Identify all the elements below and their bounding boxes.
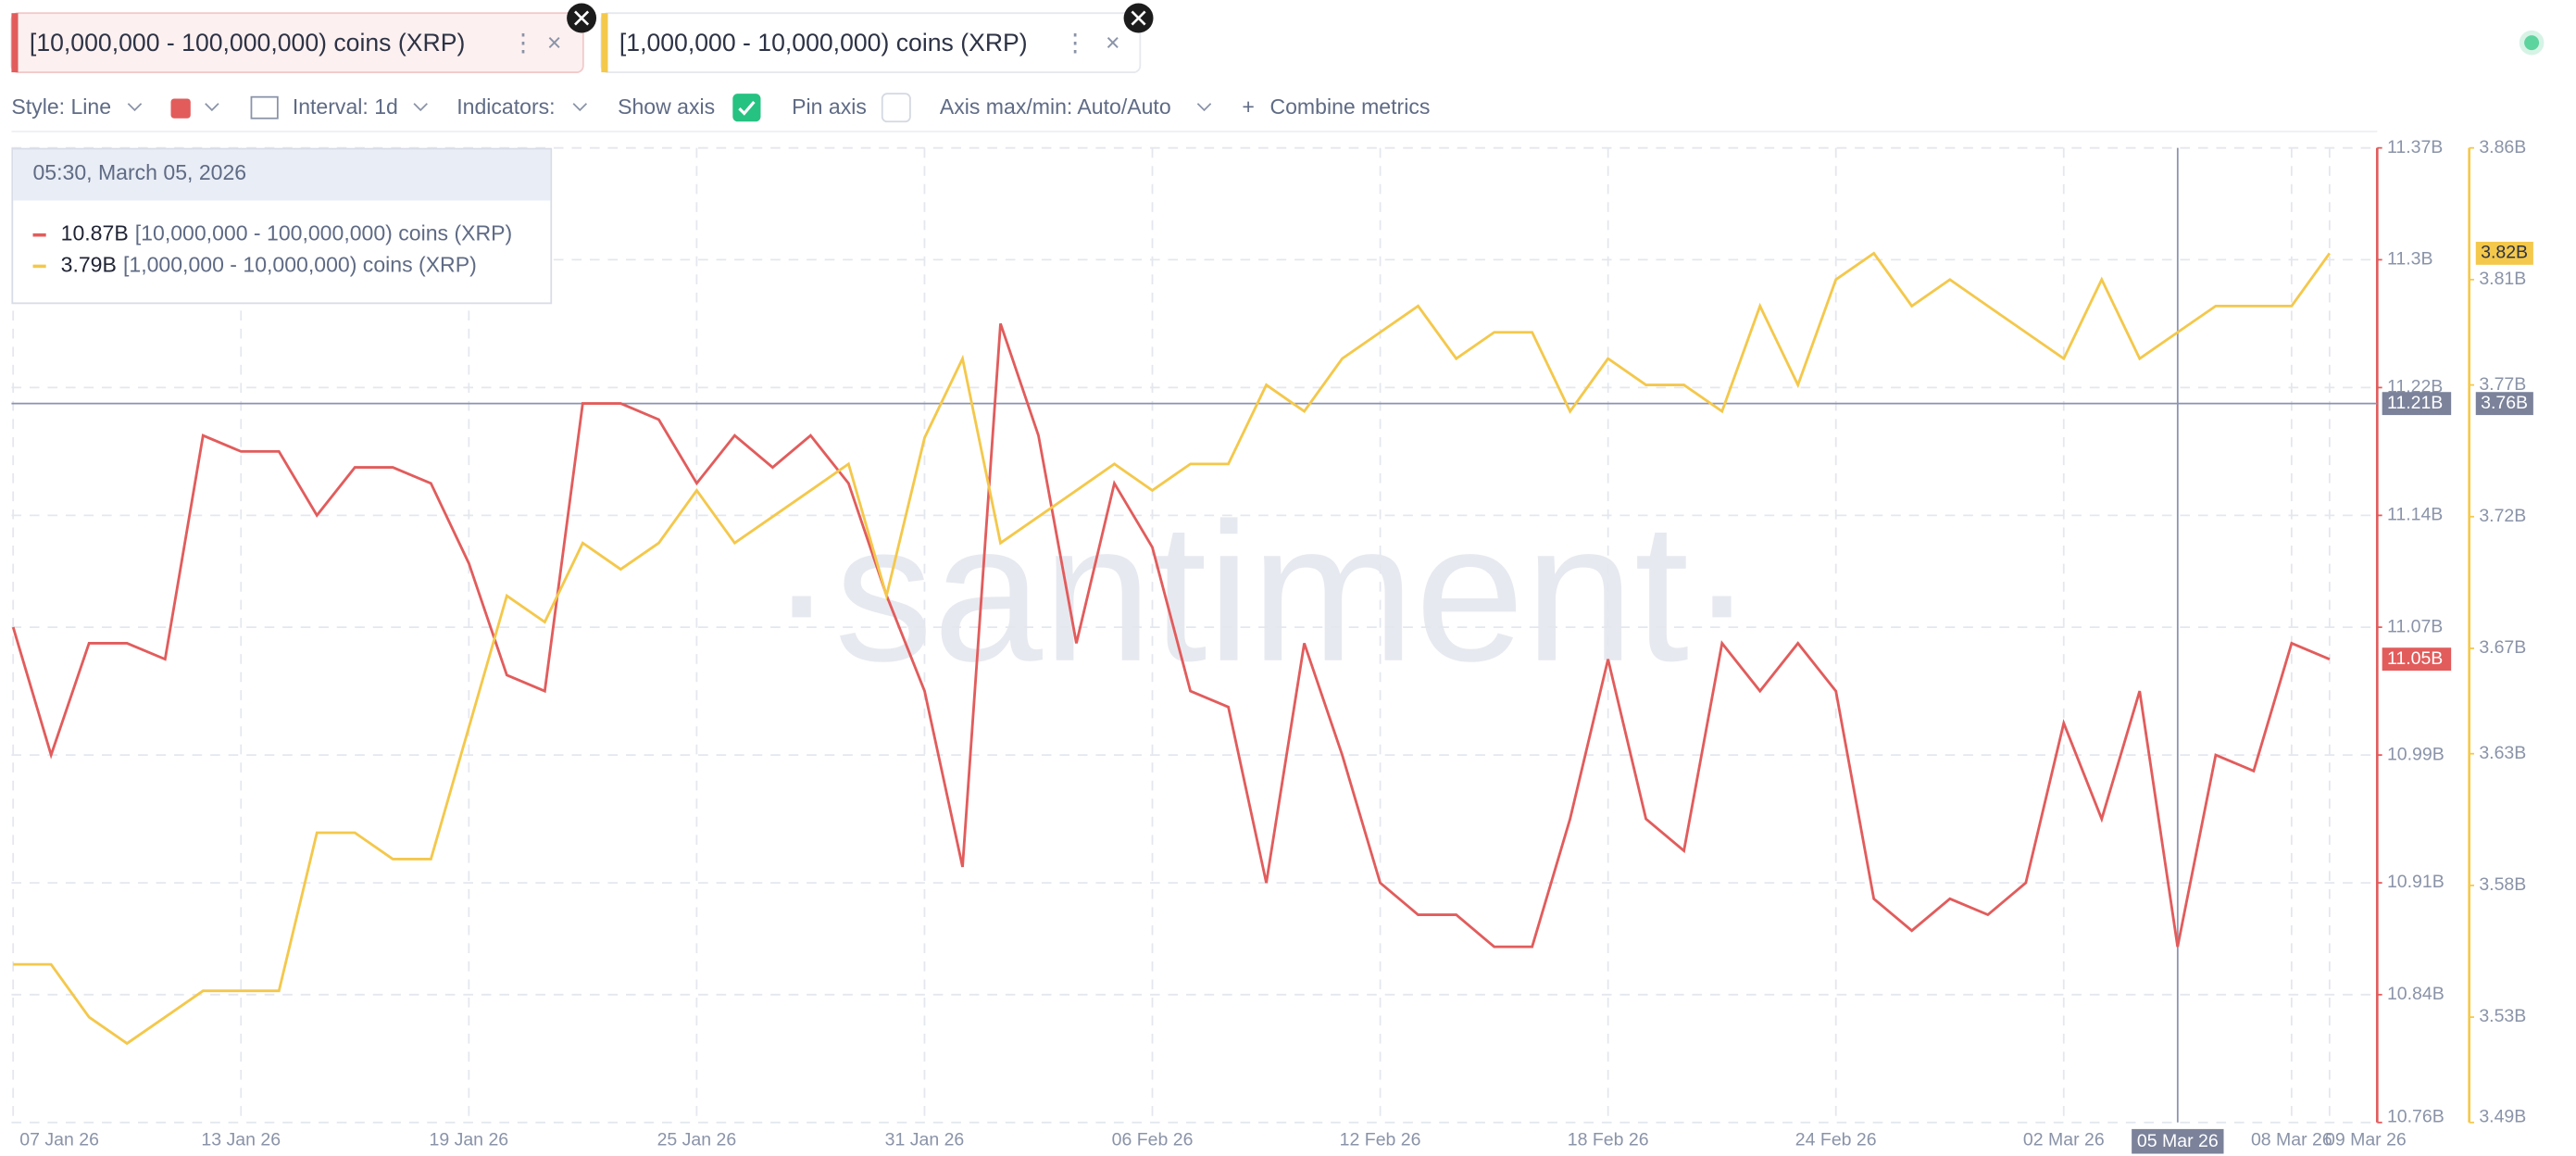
crosshair-x-label: 05 Mar 26: [2137, 1131, 2219, 1151]
crosshair-badge: [2132, 1128, 2224, 1154]
y-tick-label: 11.07B: [2387, 616, 2443, 636]
tooltip-series-name: [10,000,000 - 100,000,000) coins (XRP): [135, 221, 512, 245]
y2-tick-label: 3.53B: [2479, 1006, 2526, 1026]
show-axis-toggle[interactable]: Show axis: [618, 94, 715, 119]
x-tick-label: 02 Mar 26: [2023, 1129, 2105, 1150]
tooltip-value: 10.87B: [61, 221, 129, 245]
pin-axis-toggle[interactable]: Pin axis: [792, 94, 867, 119]
x-tick-label: 12 Feb 26: [1340, 1129, 1421, 1150]
y2-tick-label: 3.77B: [2479, 374, 2526, 395]
last-value-badge: [2475, 242, 2533, 265]
crosshair-y-label: 11.21B: [2387, 393, 2443, 413]
x-tick-label: 19 Jan 26: [429, 1129, 508, 1150]
svg-text:⋮: ⋮: [1063, 29, 1088, 57]
series-line: [11, 322, 2331, 949]
y2-tick-label: 3.58B: [2479, 874, 2526, 895]
combine-metrics-button[interactable]: Combine metrics: [1269, 94, 1430, 119]
y-tick-label: 10.76B: [2387, 1107, 2445, 1127]
x-tick-label: 25 Jan 26: [657, 1129, 737, 1150]
y-tick-label: 10.91B: [2387, 872, 2445, 892]
svg-text:⋮: ⋮: [511, 29, 536, 57]
tooltip-title: 05:30, March 05, 2026: [32, 160, 246, 184]
toolbar: Style: Line Interval: 1d Indicators: Sho…: [11, 93, 1430, 123]
metric-chip[interactable]: [1,000,000 - 10,000,000) coins (XRP) ⋮ ×: [600, 3, 1154, 73]
x-tick-label: 31 Jan 26: [885, 1129, 965, 1150]
indicators-button[interactable]: Indicators:: [456, 94, 555, 119]
watermark: ·santiment·: [769, 483, 1755, 703]
y-tick-label: 10.84B: [2387, 984, 2445, 1004]
svg-text:×: ×: [547, 29, 562, 57]
svg-text:×: ×: [1106, 29, 1120, 57]
x-tick-label: 07 Jan 26: [19, 1129, 99, 1150]
chip-label: [10,000,000 - 100,000,000) coins (XRP): [30, 29, 465, 57]
metric-chip[interactable]: [10,000,000 - 100,000,000) coins (XRP) ⋮…: [10, 3, 597, 73]
last-value-badge: [2382, 647, 2452, 672]
tooltip-series-name: [1,000,000 - 10,000,000) coins (XRP): [123, 253, 477, 277]
axis-minmax-button[interactable]: Axis max/min: Auto/Auto: [940, 94, 1171, 119]
x-tick-label: 06 Feb 26: [1112, 1129, 1194, 1150]
y2-tick-label: 3.81B: [2479, 269, 2526, 289]
svg-text:+: +: [1242, 94, 1254, 119]
y-tick-label: 10.99B: [2387, 744, 2445, 764]
series-line: [13, 251, 2332, 1046]
chip-label: [1,000,000 - 10,000,000) coins (XRP): [619, 29, 1028, 57]
x-tick-label: 13 Jan 26: [201, 1129, 281, 1150]
y-tick-label: 11.37B: [2387, 137, 2443, 157]
y2-tick-label: 3.63B: [2479, 743, 2526, 763]
interval-button[interactable]: Interval: 1d: [293, 94, 398, 119]
x-tick-label: 18 Feb 26: [1568, 1129, 1649, 1150]
x-tick-label: 08 Mar 26: [2251, 1129, 2332, 1150]
last-value-label: 11.05B: [2387, 648, 2443, 669]
last-value-label: 3.82B: [2481, 243, 2528, 263]
y2-tick-label: 3.86B: [2479, 137, 2526, 157]
y-tick-label: 11.22B: [2387, 377, 2443, 397]
crosshair-badge: [2475, 392, 2533, 416]
y-tick-label: 11.3B: [2387, 249, 2433, 270]
tooltip-row: 10.87B [10,000,000 - 100,000,000) coins (…: [61, 221, 513, 245]
crosshair-y2-label: 3.76B: [2481, 393, 2528, 413]
y2-tick-label: 3.72B: [2479, 506, 2526, 526]
x-tick-label: 24 Feb 26: [1795, 1129, 1877, 1150]
tooltip-header: [13, 149, 551, 201]
tooltip-row: 3.79B [1,000,000 - 10,000,000) coins (XRP…: [61, 253, 477, 277]
tooltip-value: 3.79B: [61, 253, 117, 277]
y-tick-label: 11.14B: [2387, 505, 2443, 525]
color-button[interactable]: [170, 98, 191, 119]
y2-tick-label: 3.49B: [2479, 1107, 2526, 1127]
status-dot: [2519, 30, 2545, 56]
y2-tick-label: 3.67B: [2479, 637, 2526, 658]
style-button[interactable]: Style: Line: [11, 94, 111, 119]
x-tick-label: 09 Mar 26: [2325, 1129, 2407, 1150]
crosshair-badge: [2382, 392, 2452, 416]
